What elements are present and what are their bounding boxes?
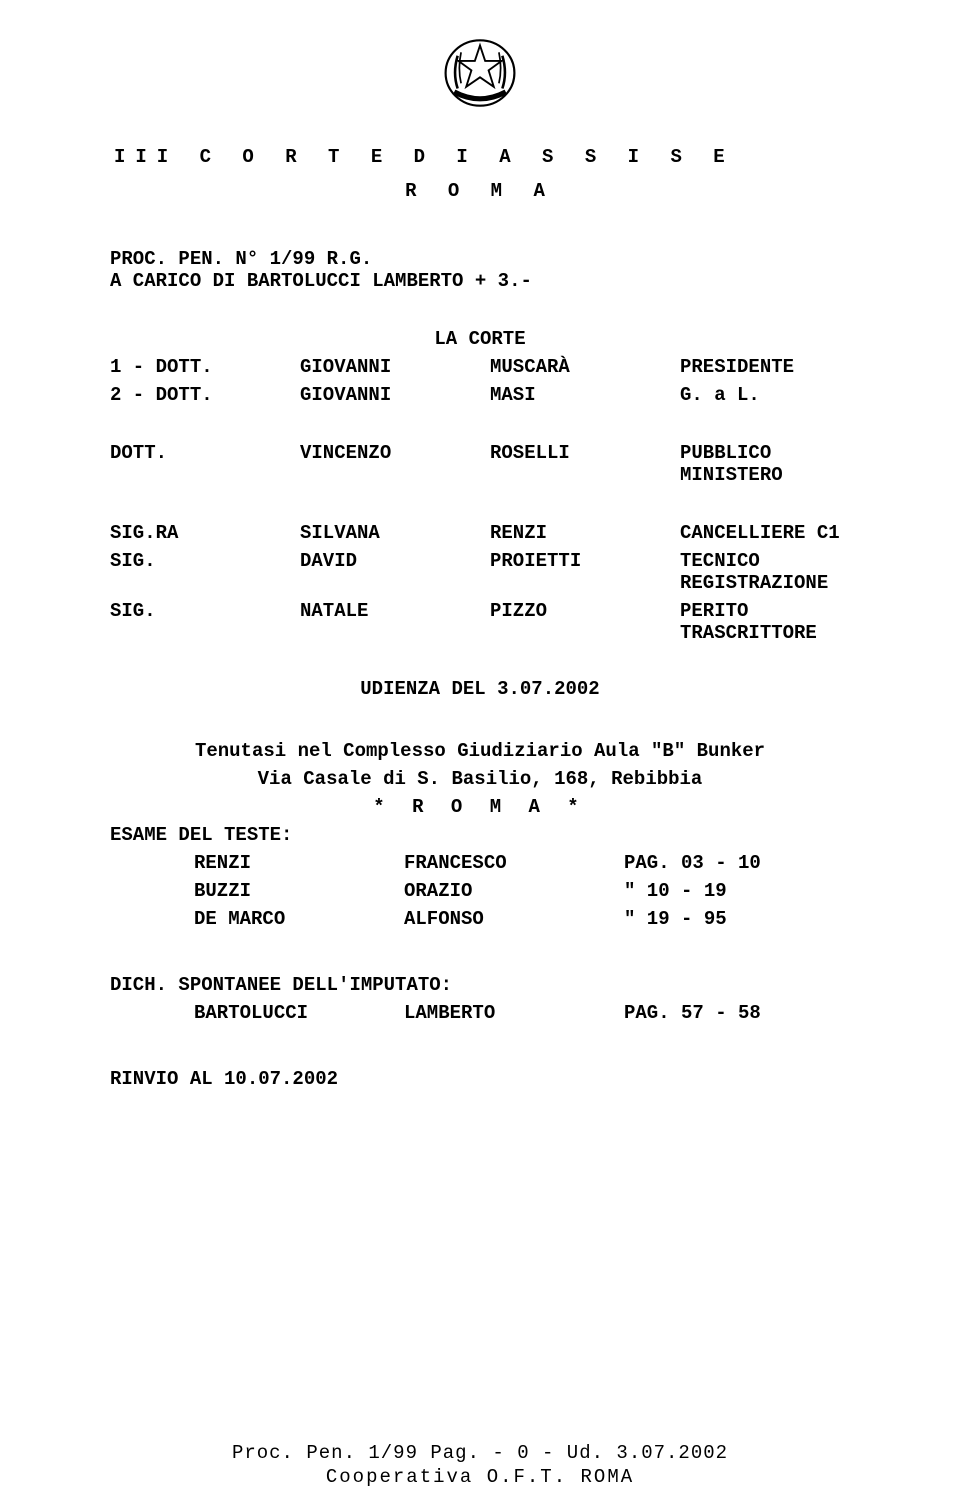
- page-footer: Proc. Pen. 1/99 Pag. - 0 - Ud. 3.07.2002…: [0, 1441, 960, 1490]
- staff-role: CANCELLIERE C1: [680, 522, 850, 544]
- judges-block: 1 - DOTT. GIOVANNI MUSCARÀ PRESIDENTE 2 …: [110, 356, 850, 406]
- proc-line-2: A CARICO DI BARTOLUCCI LAMBERTO + 3.-: [110, 270, 850, 292]
- witness-firstname: ORAZIO: [404, 880, 624, 902]
- witness-pages: " 19 - 95: [624, 908, 850, 930]
- witness-row: RENZI FRANCESCO PAG. 03 - 10: [110, 852, 850, 874]
- proc-block: PROC. PEN. N° 1/99 R.G. A CARICO DI BART…: [110, 248, 850, 292]
- judge-firstname: GIOVANNI: [300, 384, 490, 406]
- judge-firstname: GIOVANNI: [300, 356, 490, 378]
- location-line-3: * R O M A *: [110, 796, 850, 818]
- proc-line-1: PROC. PEN. N° 1/99 R.G.: [110, 248, 850, 270]
- staff-row: SIG. DAVID PROIETTI TECNICO REGISTRAZION…: [110, 550, 850, 594]
- witness-firstname: FRANCESCO: [404, 852, 624, 874]
- witness-surname: DE MARCO: [194, 908, 404, 930]
- pm-prefix: DOTT.: [110, 442, 300, 486]
- defendant-row: BARTOLUCCI LAMBERTO PAG. 57 - 58: [110, 1002, 850, 1024]
- court-city: R O M A: [110, 180, 850, 202]
- witness-table: RENZI FRANCESCO PAG. 03 - 10 BUZZI ORAZI…: [110, 852, 850, 930]
- pm-firstname: VINCENZO: [300, 442, 490, 486]
- witness-pages: PAG. 03 - 10: [624, 852, 850, 874]
- witness-surname: BUZZI: [194, 880, 404, 902]
- footer-line-1: Proc. Pen. 1/99 Pag. - 0 - Ud. 3.07.2002: [0, 1441, 960, 1466]
- pm-block: DOTT. VINCENZO ROSELLI PUBBLICO MINISTER…: [110, 442, 850, 486]
- staff-surname: PROIETTI: [490, 550, 680, 594]
- la-corte-label: LA CORTE: [110, 328, 850, 350]
- defendant-table: BARTOLUCCI LAMBERTO PAG. 57 - 58: [110, 1002, 850, 1024]
- pm-row: DOTT. VINCENZO ROSELLI PUBBLICO MINISTER…: [110, 442, 850, 486]
- witness-firstname: ALFONSO: [404, 908, 624, 930]
- location-line-2: Via Casale di S. Basilio, 168, Rebibbia: [110, 768, 850, 790]
- judge-row: 2 - DOTT. GIOVANNI MASI G. a L.: [110, 384, 850, 406]
- defendant-pages: PAG. 57 - 58: [624, 1002, 850, 1024]
- adjournment: RINVIO AL 10.07.2002: [110, 1068, 850, 1090]
- state-emblem: [110, 30, 850, 122]
- staff-firstname: SILVANA: [300, 522, 490, 544]
- pm-surname: ROSELLI: [490, 442, 680, 486]
- staff-prefix: SIG.: [110, 600, 300, 644]
- staff-surname: RENZI: [490, 522, 680, 544]
- judge-surname: MUSCARÀ: [490, 356, 680, 378]
- judge-surname: MASI: [490, 384, 680, 406]
- staff-role: TECNICO REGISTRAZIONE: [680, 550, 850, 594]
- judge-row: 1 - DOTT. GIOVANNI MUSCARÀ PRESIDENTE: [110, 356, 850, 378]
- staff-role: PERITO TRASCRITTORE: [680, 600, 850, 644]
- witness-row: BUZZI ORAZIO " 10 - 19: [110, 880, 850, 902]
- staff-row: SIG. NATALE PIZZO PERITO TRASCRITTORE: [110, 600, 850, 644]
- judge-role: PRESIDENTE: [680, 356, 850, 378]
- defendant-surname: BARTOLUCCI: [194, 1002, 404, 1024]
- defendant-firstname: LAMBERTO: [404, 1002, 624, 1024]
- staff-prefix: SIG.RA: [110, 522, 300, 544]
- court-title: III C O R T E D I A S S I S E: [110, 146, 850, 168]
- witness-exam-heading: ESAME DEL TESTE:: [110, 824, 850, 846]
- staff-surname: PIZZO: [490, 600, 680, 644]
- witness-surname: RENZI: [194, 852, 404, 874]
- defendant-declarations-heading: DICH. SPONTANEE DELL'IMPUTATO:: [110, 974, 850, 996]
- staff-row: SIG.RA SILVANA RENZI CANCELLIERE C1: [110, 522, 850, 544]
- staff-prefix: SIG.: [110, 550, 300, 594]
- footer-line-2: Cooperativa O.F.T. ROMA: [0, 1465, 960, 1490]
- witness-pages: " 10 - 19: [624, 880, 850, 902]
- judge-prefix: 1 - DOTT.: [110, 356, 300, 378]
- pm-role: PUBBLICO MINISTERO: [680, 442, 850, 486]
- hearing-date: UDIENZA DEL 3.07.2002: [110, 678, 850, 700]
- staff-firstname: DAVID: [300, 550, 490, 594]
- staff-block: SIG.RA SILVANA RENZI CANCELLIERE C1 SIG.…: [110, 522, 850, 644]
- staff-firstname: NATALE: [300, 600, 490, 644]
- location-line-1: Tenutasi nel Complesso Giudiziario Aula …: [110, 740, 850, 762]
- judge-prefix: 2 - DOTT.: [110, 384, 300, 406]
- judge-role: G. a L.: [680, 384, 850, 406]
- witness-row: DE MARCO ALFONSO " 19 - 95: [110, 908, 850, 930]
